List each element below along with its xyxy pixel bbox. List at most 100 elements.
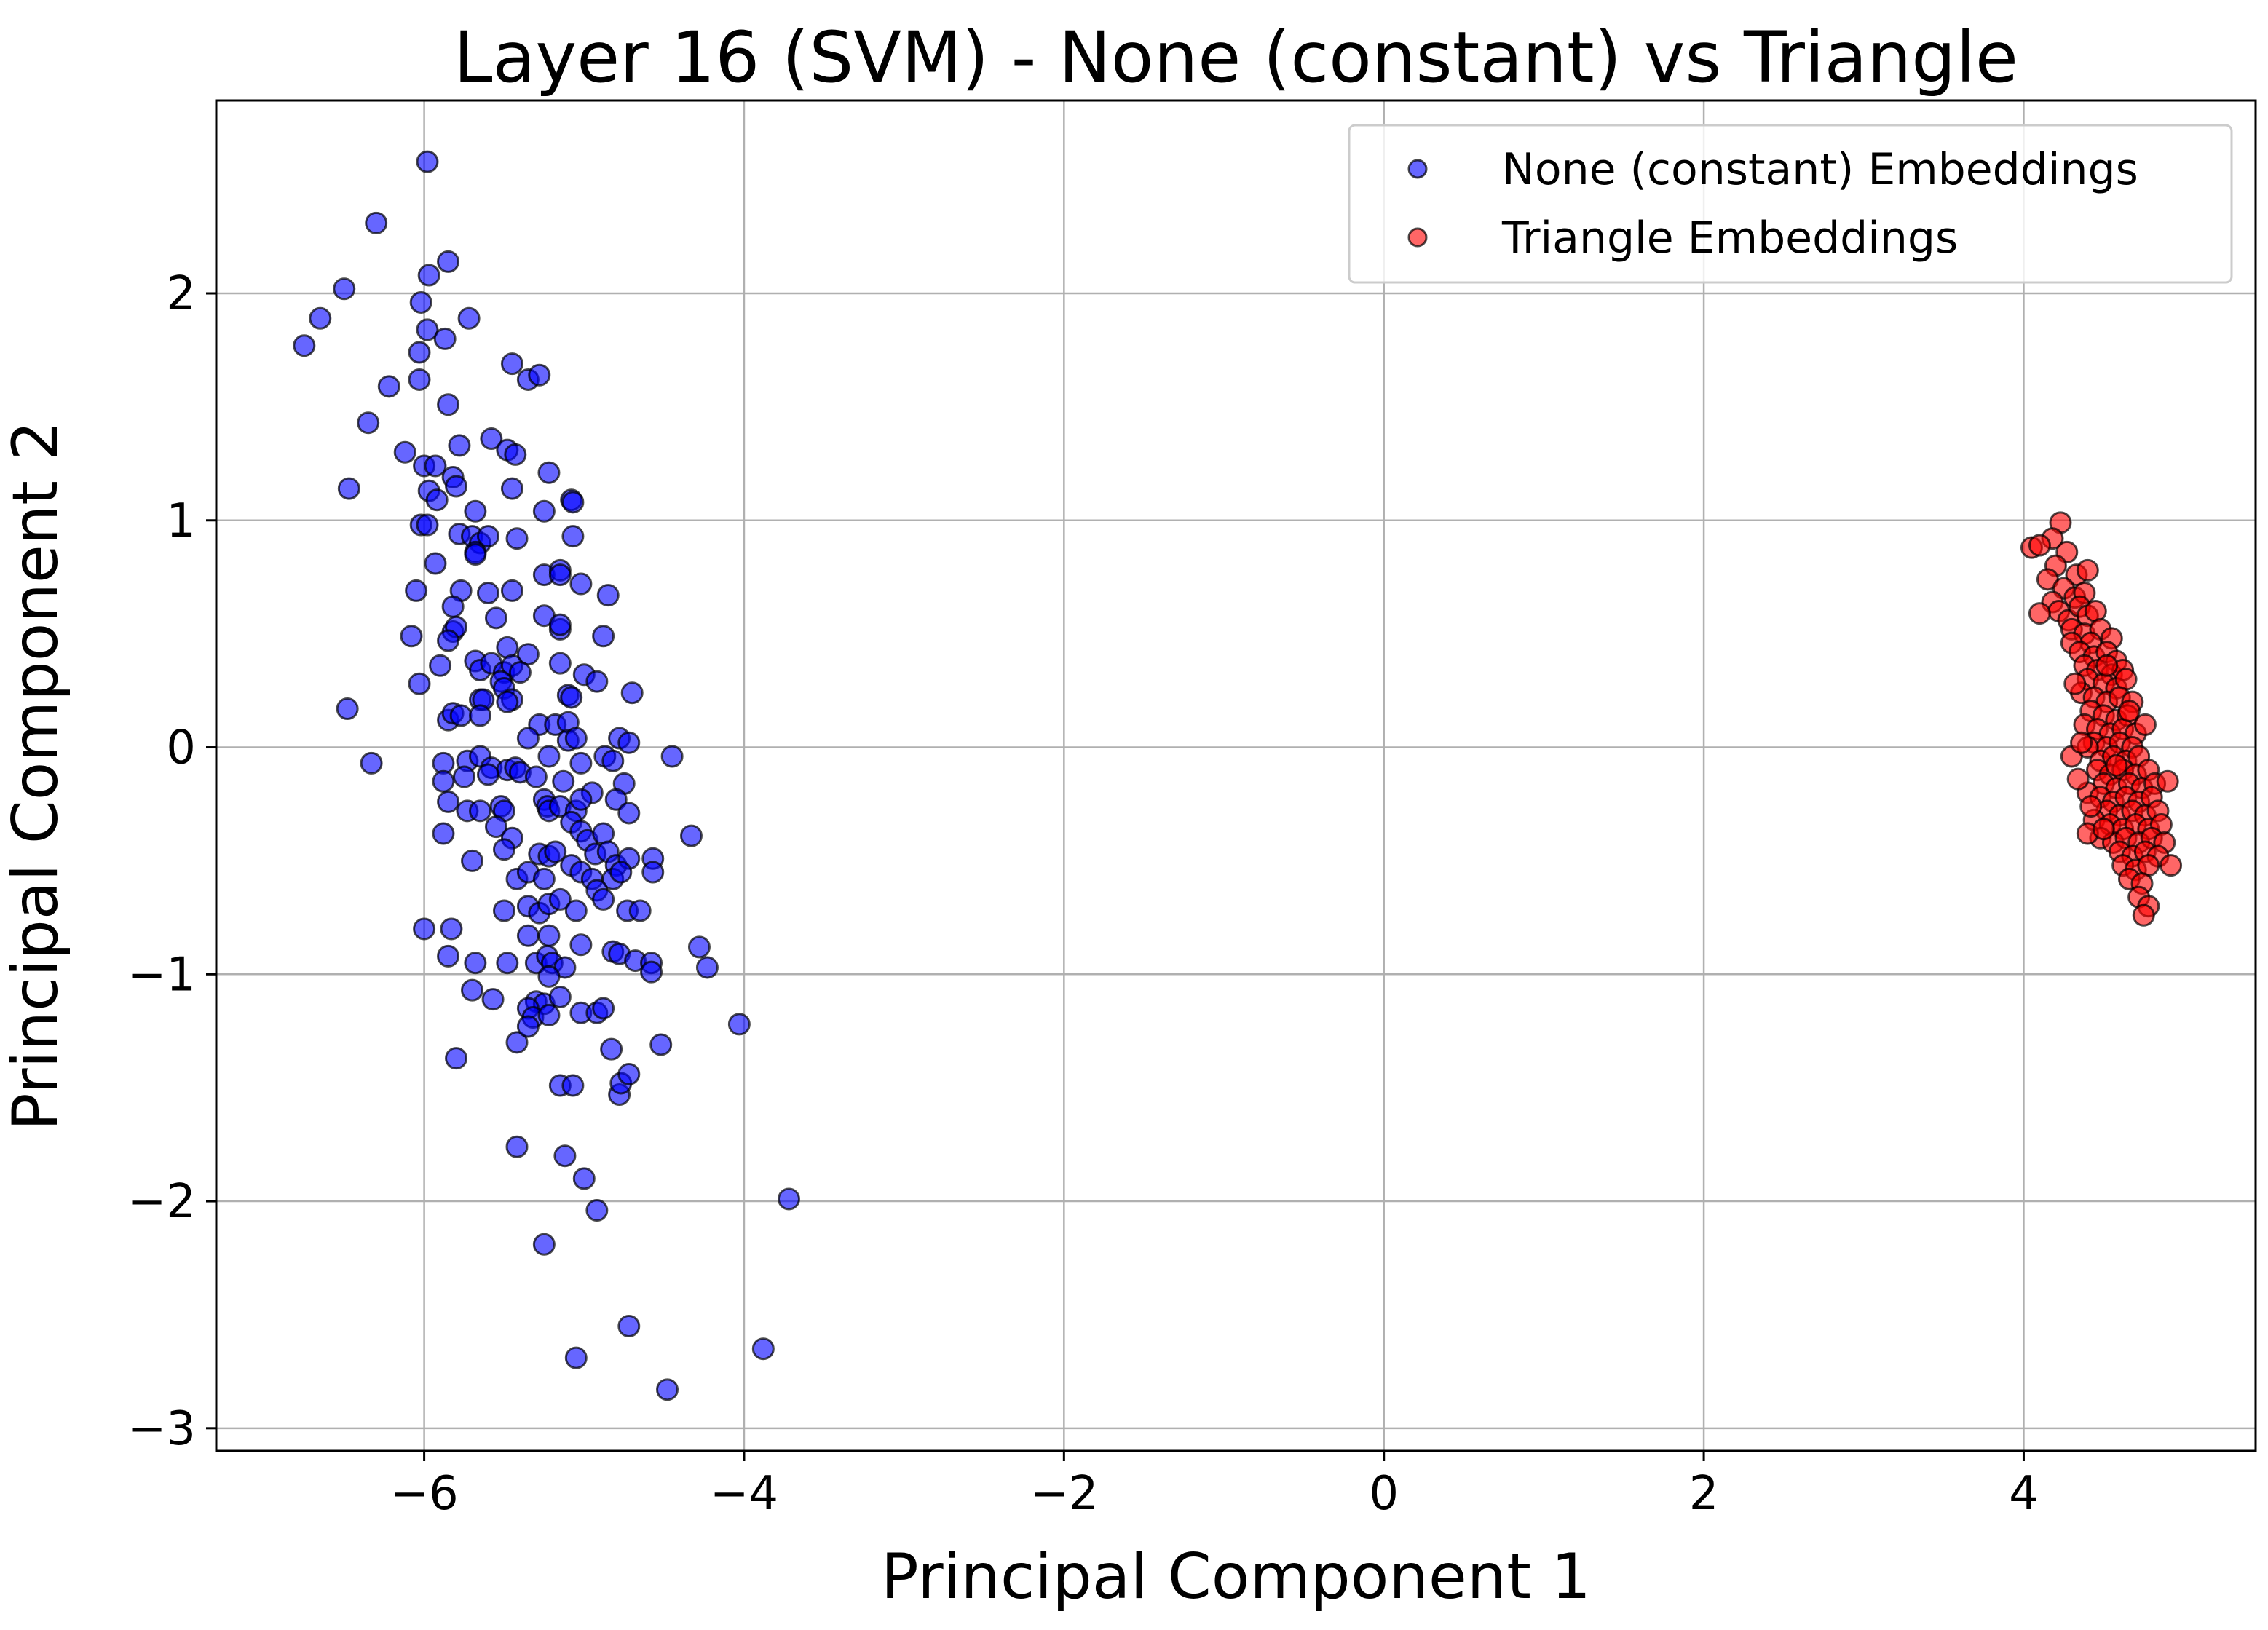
- legend-marker-triangle: [1407, 227, 1428, 248]
- data-point: [445, 1047, 468, 1070]
- data-point: [416, 513, 439, 537]
- data-point: [528, 363, 551, 387]
- data-point: [572, 1167, 596, 1190]
- data-point: [416, 318, 439, 341]
- data-point: [617, 802, 641, 825]
- data-point: [500, 579, 523, 602]
- data-point: [413, 917, 436, 941]
- data-point: [617, 731, 641, 754]
- x-tick-label: 0: [1369, 1467, 1399, 1521]
- data-point: [432, 769, 455, 793]
- data-point: [464, 543, 487, 566]
- data-point: [604, 788, 628, 811]
- data-point: [484, 606, 507, 630]
- y-tick-label: 0: [166, 721, 196, 775]
- data-point: [564, 1346, 588, 1369]
- data-point: [476, 582, 499, 605]
- data-point: [505, 1031, 529, 1054]
- data-point: [596, 584, 620, 607]
- data-point: [2028, 602, 2051, 625]
- data-point: [2160, 854, 2183, 877]
- data-point: [2092, 818, 2115, 841]
- data-point: [656, 1378, 679, 1401]
- data-point: [585, 670, 609, 693]
- data-point: [679, 824, 703, 847]
- data-point: [544, 840, 567, 863]
- data-point: [569, 572, 593, 596]
- data-point: [777, 1187, 800, 1211]
- data-point: [561, 491, 585, 514]
- data-point: [532, 867, 556, 890]
- data-point: [516, 1015, 540, 1038]
- data-point: [424, 552, 447, 575]
- data-point: [2066, 767, 2090, 791]
- legend-marker-none-constant: [1407, 159, 1428, 179]
- data-point: [2095, 654, 2119, 677]
- data-point: [561, 525, 585, 548]
- data-point: [516, 643, 540, 666]
- data-point: [609, 861, 633, 884]
- data-point: [492, 899, 515, 922]
- data-point: [2117, 700, 2141, 723]
- data-point: [600, 1037, 623, 1061]
- data-point: [2133, 713, 2157, 736]
- data-point: [433, 327, 457, 350]
- data-point: [2070, 731, 2093, 754]
- data-point: [640, 960, 663, 984]
- data-point: [424, 454, 447, 478]
- data-point: [548, 652, 572, 675]
- data-point: [660, 745, 684, 768]
- data-point: [476, 763, 499, 786]
- data-point: [360, 751, 383, 775]
- data-point: [2132, 903, 2155, 927]
- data-point: [440, 917, 463, 941]
- data-point: [2028, 534, 2051, 557]
- data-point: [437, 790, 460, 813]
- data-point: [569, 788, 593, 811]
- data-point: [560, 686, 583, 709]
- y-tick-label: 2: [166, 267, 196, 321]
- data-point: [727, 1013, 751, 1036]
- data-point: [620, 681, 644, 705]
- data-point: [365, 211, 388, 234]
- data-point: [548, 985, 572, 1008]
- data-point: [492, 838, 515, 861]
- data-point: [508, 661, 532, 684]
- data-point: [429, 654, 452, 677]
- data-point: [496, 690, 519, 713]
- data-point: [2079, 795, 2103, 818]
- data-point: [617, 1315, 641, 1338]
- data-point: [409, 290, 432, 314]
- data-point: [505, 1135, 529, 1158]
- data-point: [548, 563, 572, 587]
- data-point: [480, 427, 503, 451]
- data-point: [481, 988, 505, 1011]
- data-point: [617, 1062, 641, 1085]
- data-point: [553, 1144, 577, 1168]
- data-point: [309, 306, 332, 330]
- data-point: [400, 625, 423, 648]
- data-point: [460, 849, 483, 872]
- data-point: [532, 499, 556, 523]
- data-point: [2105, 753, 2128, 777]
- data-point: [561, 1074, 585, 1097]
- data-point: [336, 697, 359, 721]
- series-triangle: [2020, 511, 2183, 927]
- data-points: [293, 150, 2183, 1401]
- x-tick-label: −6: [390, 1467, 458, 1521]
- data-point: [585, 1199, 609, 1222]
- data-point: [500, 352, 523, 376]
- data-point: [377, 375, 400, 398]
- data-point: [504, 443, 527, 466]
- x-tick-label: 4: [2009, 1467, 2039, 1521]
- data-point: [460, 978, 483, 1002]
- data-point: [592, 997, 615, 1020]
- data-point: [417, 264, 440, 287]
- data-point: [2156, 769, 2179, 793]
- legend-label-triangle: Triangle Embeddings: [1501, 213, 1958, 264]
- data-point: [445, 475, 468, 498]
- data-point: [628, 899, 652, 922]
- plot-frame: [215, 99, 2257, 1452]
- y-tick-label: −2: [127, 1175, 196, 1229]
